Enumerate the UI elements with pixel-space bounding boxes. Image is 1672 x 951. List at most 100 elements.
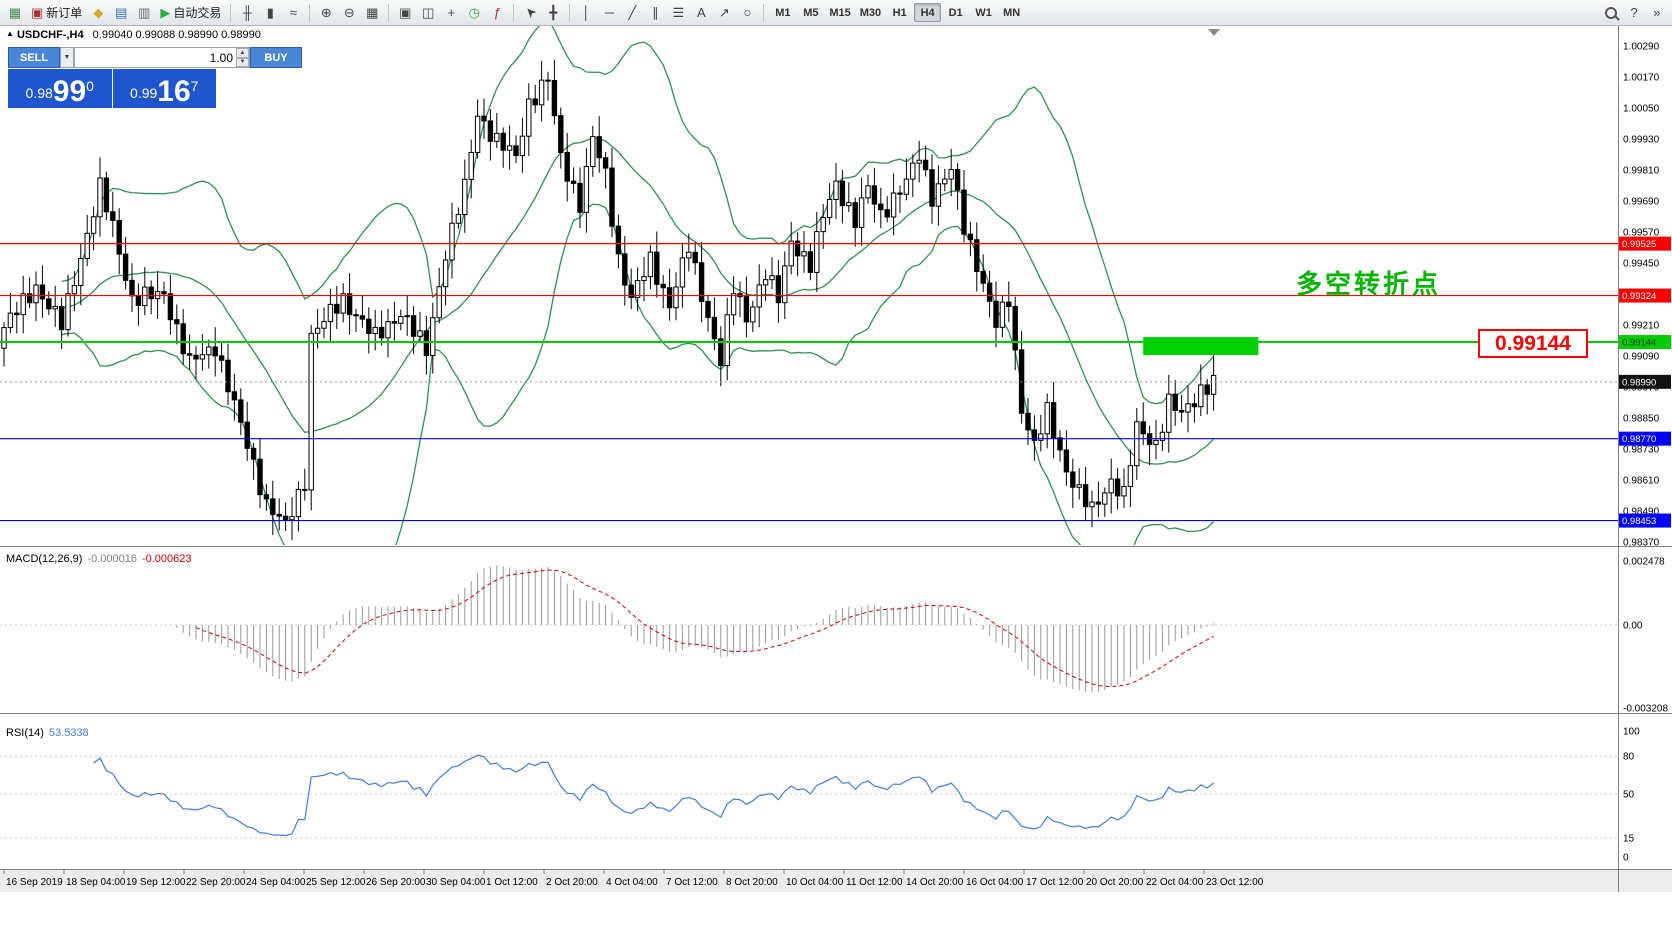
auto-trading-button[interactable]: ▶ 自动交易: [156, 2, 225, 23]
arrows-button[interactable]: ↗: [713, 2, 735, 23]
chart-canvas[interactable]: 1.00290 1.00170 1.00050 0.99930 0.99810 0.996…: [0, 26, 1672, 951]
help-button[interactable]: ?: [1623, 2, 1645, 23]
bar-chart-mode-button[interactable]: ╫: [236, 2, 258, 23]
buy-button[interactable]: BUY: [250, 47, 302, 68]
rsi-value: 53.5338: [48, 727, 89, 739]
fibonacci-button-icon: ☰: [672, 5, 685, 20]
highlight-rectangle[interactable]: [1143, 337, 1259, 356]
sell-price-tile[interactable]: 0.98 99 0: [8, 69, 112, 108]
svg-text:17 Oct 12:00: 17 Oct 12:00: [1026, 877, 1084, 888]
search-button[interactable]: [1600, 2, 1622, 23]
one-click-trading-panel: SELL ▼ ▲ ▼ BUY 0.98 99 0 0.9: [8, 47, 302, 108]
tile-windows-button[interactable]: ▦: [361, 2, 383, 23]
buy-price-tile[interactable]: 0.99 16 7: [112, 69, 216, 108]
profiles-button-icon: ▥: [138, 5, 151, 20]
toolbar-separator: [388, 3, 390, 22]
mql-community-button[interactable]: ◆: [87, 2, 109, 23]
svg-text:0.99144: 0.99144: [1622, 338, 1656, 349]
zoom-out-button[interactable]: ⊖: [338, 2, 360, 23]
sell-button[interactable]: SELL: [8, 47, 60, 68]
period-clock-button-icon: ◷: [468, 5, 480, 20]
volume-field-wrap: ▲ ▼: [74, 47, 250, 68]
charts-button[interactable]: ▤: [110, 2, 132, 23]
symbol-header: ▲ USDCHF-,H4 0.99040 0.99088 0.98990 0.9…: [6, 29, 261, 41]
channel-button[interactable]: ∥: [644, 2, 666, 23]
svg-text:22 Oct 04:00: 22 Oct 04:00: [1146, 877, 1204, 888]
timeframe-m5[interactable]: M5: [797, 3, 824, 22]
timeframe-m1[interactable]: M1: [769, 3, 796, 22]
timeframe-d1[interactable]: D1: [942, 3, 969, 22]
svg-text:0.00: 0.00: [1623, 621, 1643, 632]
symbol-name: USDCHF-,H4: [16, 29, 84, 41]
macd-signal-line: [195, 569, 1214, 688]
auto-trading-button-icon: ▶: [160, 5, 171, 20]
svg-text:0.99525: 0.99525: [1622, 239, 1656, 250]
sell-price-sup: 0: [86, 78, 94, 94]
terminal-icon[interactable]: ▦: [4, 2, 26, 23]
time-axis: 16 Sep 2019 18 Sep 04:00 19 Sep 12:00 22 Se…: [3, 870, 1264, 888]
fibonacci-button[interactable]: ☰: [667, 2, 689, 23]
rsi-line: [93, 754, 1214, 837]
cursor-button[interactable]: ➤: [519, 2, 541, 23]
text-button[interactable]: A: [690, 2, 712, 23]
crosshair-button-icon: ╋: [549, 5, 558, 20]
chart-annotation-text: 多空转折点: [1296, 269, 1442, 299]
timeframe-m30[interactable]: M30: [856, 3, 885, 22]
shapes-button[interactable]: ○: [736, 2, 758, 23]
svg-text:30 Sep 04:00: 30 Sep 04:00: [426, 877, 486, 888]
period-clock-button[interactable]: ◷: [463, 2, 485, 23]
time-axis-strip: [0, 870, 1672, 892]
vertical-line-button[interactable]: │: [575, 2, 597, 23]
terminal-icon-icon: ▦: [8, 5, 22, 20]
profiles-button[interactable]: ▥: [133, 2, 155, 23]
svg-text:11 Oct 12:00: 11 Oct 12:00: [846, 877, 903, 888]
new-order-button-label: 新订单: [46, 6, 83, 20]
svg-text:50: 50: [1623, 790, 1635, 801]
rsi-panel: [93, 754, 1214, 837]
sell-price-prefix: 0.98: [25, 85, 53, 101]
timeframe-m15[interactable]: M15: [825, 3, 854, 22]
trendline-button[interactable]: ╱: [621, 2, 643, 23]
chart-shift-marker[interactable]: [1208, 29, 1220, 36]
new-chart-button[interactable]: +: [440, 2, 462, 23]
volume-input[interactable]: [75, 48, 236, 67]
svg-text:0.98770: 0.98770: [1622, 434, 1656, 445]
line-chart-mode-button[interactable]: ≈: [282, 2, 304, 23]
candlestick-mode-button[interactable]: ▮: [259, 2, 281, 23]
charts-button-icon: ▤: [115, 5, 128, 20]
indicators-button-icon: ƒ: [493, 5, 501, 20]
timeframe-h1[interactable]: H1: [886, 3, 913, 22]
volume-dropdown-icon[interactable]: ▼: [60, 47, 74, 68]
rsi-title: RSI(14): [6, 727, 44, 739]
svg-text:0.99690: 0.99690: [1623, 197, 1660, 208]
volume-decrease-button[interactable]: ▼: [236, 57, 249, 67]
cascade-windows-button[interactable]: ▣: [394, 2, 416, 23]
svg-text:0.98730: 0.98730: [1623, 445, 1660, 456]
volume-increase-button[interactable]: ▲: [236, 48, 249, 58]
svg-text:2 Oct 20:00: 2 Oct 20:00: [546, 877, 598, 888]
tile-vertical-button[interactable]: ◫: [417, 2, 439, 23]
cascade-windows-button-icon: ▣: [399, 5, 412, 20]
svg-text:25 Sep 12:00: 25 Sep 12:00: [306, 877, 366, 888]
svg-text:0.98490: 0.98490: [1623, 507, 1660, 518]
svg-text:100: 100: [1623, 727, 1640, 738]
timeframe-h4[interactable]: H4: [914, 3, 942, 22]
main-price-panel: [1, 26, 1217, 545]
new-order-button[interactable]: ▣ 新订单: [27, 2, 86, 23]
crosshair-button[interactable]: ╋: [542, 2, 564, 23]
timeframe-mn[interactable]: MN: [998, 3, 1025, 22]
symbol-marker-icon: ▲: [6, 29, 14, 38]
svg-text:14 Oct 20:00: 14 Oct 20:00: [906, 877, 964, 888]
current-price-tag: 0.98990: [1619, 374, 1671, 389]
auto-trading-button-label: 自动交易: [173, 6, 222, 20]
trendline-button-icon: ╱: [628, 5, 637, 20]
horizontal-line-button[interactable]: ─: [598, 2, 620, 23]
line-chart-mode-button-icon: ≈: [289, 5, 297, 20]
zoom-in-button[interactable]: ⊕: [315, 2, 337, 23]
price-callout-label: 0.99144: [1478, 329, 1588, 358]
svg-text:20 Oct 20:00: 20 Oct 20:00: [1086, 877, 1144, 888]
bar-chart-mode-button-icon: ╫: [242, 5, 252, 20]
indicators-button[interactable]: ƒ: [486, 2, 508, 23]
toolbar-overflow-button[interactable]: »: [1646, 2, 1668, 23]
timeframe-w1[interactable]: W1: [970, 3, 997, 22]
